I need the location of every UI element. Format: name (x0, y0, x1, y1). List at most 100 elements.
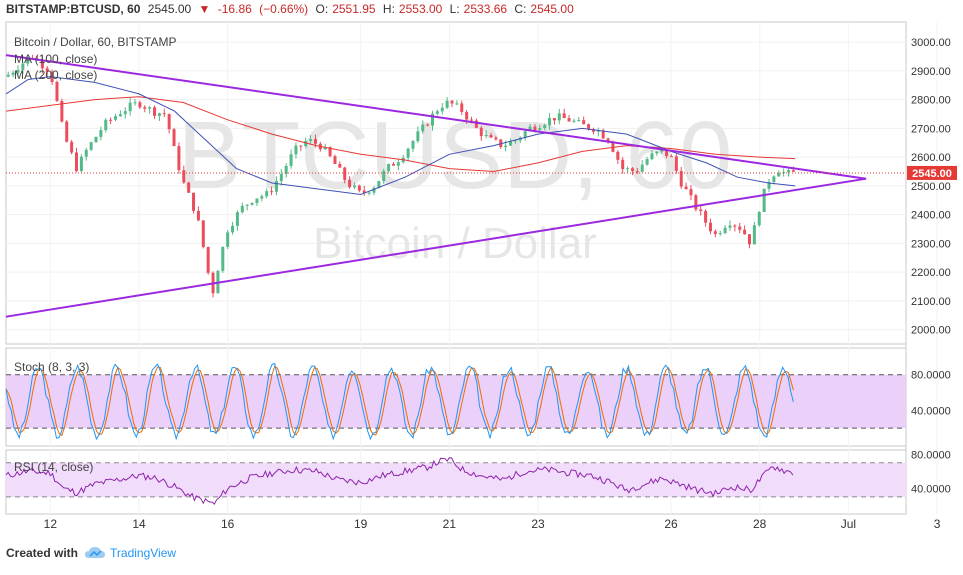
candle-body (387, 164, 391, 172)
last-value: 2545.00 (147, 2, 192, 16)
candle-body (84, 149, 88, 157)
candle-body (713, 231, 717, 234)
time-axis[interactable]: 12 14 16 19 21 23 26 28 Jul 3 (44, 517, 941, 531)
time-tick-label: 23 (531, 517, 545, 531)
grid (6, 22, 938, 514)
candle-body (777, 173, 781, 177)
tradingview-link[interactable]: TradingView (110, 546, 177, 560)
candle-body (567, 118, 571, 122)
candle-body (70, 141, 74, 153)
trendlines[interactable] (5, 54, 867, 318)
candle-body (177, 146, 181, 171)
candle-body (655, 151, 659, 154)
time-tick-label: 21 (443, 517, 457, 531)
candle-body (235, 212, 239, 226)
candle-body (265, 191, 269, 197)
candle-body (362, 190, 366, 193)
candle-body (284, 165, 288, 174)
symbol-timeframe[interactable]: BITSTAMP:BTCUSD, 60 (6, 2, 141, 16)
candle-body (123, 111, 127, 115)
candle-body (684, 186, 688, 190)
candle-body (772, 176, 776, 182)
candle-body (109, 119, 113, 121)
last-price-tag (907, 165, 957, 180)
candle-body (757, 212, 761, 226)
rsi-tick-label: 40.0000 (911, 483, 951, 495)
candle-body (104, 119, 108, 131)
candle-body (743, 229, 747, 235)
candle-body (309, 139, 313, 141)
candle-body (187, 182, 191, 193)
candle-body (606, 138, 610, 143)
candle-body (6, 74, 10, 77)
change-value: -16.86 (217, 2, 252, 16)
candle-body (274, 181, 278, 192)
candle-body (313, 139, 317, 144)
candle-body (89, 142, 93, 150)
tradingview-cloud-icon (85, 547, 106, 558)
time-tick-label: 16 (221, 517, 235, 531)
candle-body (99, 130, 103, 137)
candle-body (513, 140, 517, 142)
ma200-line (5, 96, 796, 173)
candle-body (479, 127, 483, 137)
candle-body (270, 191, 274, 193)
candle-body (645, 159, 649, 165)
time-tick-label: 26 (664, 517, 678, 531)
candle-body (591, 129, 595, 132)
time-tick-label: 14 (132, 517, 146, 531)
candle-body (718, 233, 722, 235)
candle-body (552, 118, 556, 121)
rsi-tick-label: 80.0000 (911, 449, 951, 461)
time-tick-label: 12 (44, 517, 58, 531)
candle-body (377, 181, 381, 189)
candle-body (635, 171, 639, 173)
candle-body (587, 124, 591, 130)
time-tick-label: Jul (841, 517, 856, 531)
watermark-big: BTCUSD, 60 (178, 102, 733, 209)
candle-body (704, 211, 708, 223)
candle-body (431, 113, 435, 126)
price-tick-label: 2800.00 (911, 95, 951, 107)
candle-body (669, 156, 673, 158)
rsi-axis: 80.0000 40.0000 (911, 449, 951, 495)
candle-body (79, 156, 83, 172)
candle-body (738, 226, 742, 230)
candle-body (499, 139, 503, 148)
triangle-trendline (5, 54, 867, 180)
candle-body (153, 107, 157, 116)
candle-body (674, 156, 678, 171)
candle-body (640, 164, 644, 172)
candle-body (348, 179, 352, 188)
candle-body (352, 185, 356, 188)
candle-body (596, 130, 600, 132)
candle-body (148, 107, 152, 109)
candle-body (245, 204, 249, 206)
candle-body (650, 153, 654, 160)
price-tick-label: 2600.00 (911, 152, 951, 164)
time-tick-label: 28 (753, 517, 767, 531)
candle-body (421, 124, 425, 132)
candle-body (787, 170, 791, 173)
candle-body (201, 220, 205, 248)
candle-body (543, 125, 547, 129)
candle-body (406, 148, 410, 158)
price-axis[interactable]: 3000.00 2900.00 2800.00 2700.00 2600.00 2500.… (911, 37, 951, 337)
candle-body (304, 140, 308, 147)
price-tick-label: 2400.00 (911, 210, 951, 222)
candle-body (484, 135, 488, 137)
open-value: 2551.95 (332, 2, 376, 16)
high-value: 2553.00 (398, 2, 443, 16)
rsi-pane-title: RSI (14, close) (14, 460, 93, 474)
candle-body (626, 168, 630, 170)
candle-body (382, 171, 386, 182)
candle-body (694, 195, 698, 210)
candle-body (752, 225, 756, 245)
created-with-label: Created with (6, 546, 79, 560)
candle-body (250, 202, 254, 205)
stoch-pane-title: Stoch (8, 3, 3) (14, 360, 89, 374)
triangle-trendline (5, 177, 867, 318)
candle-body (357, 185, 361, 191)
candle-body (528, 126, 532, 132)
down-arrow-icon: ▼ (198, 2, 211, 16)
